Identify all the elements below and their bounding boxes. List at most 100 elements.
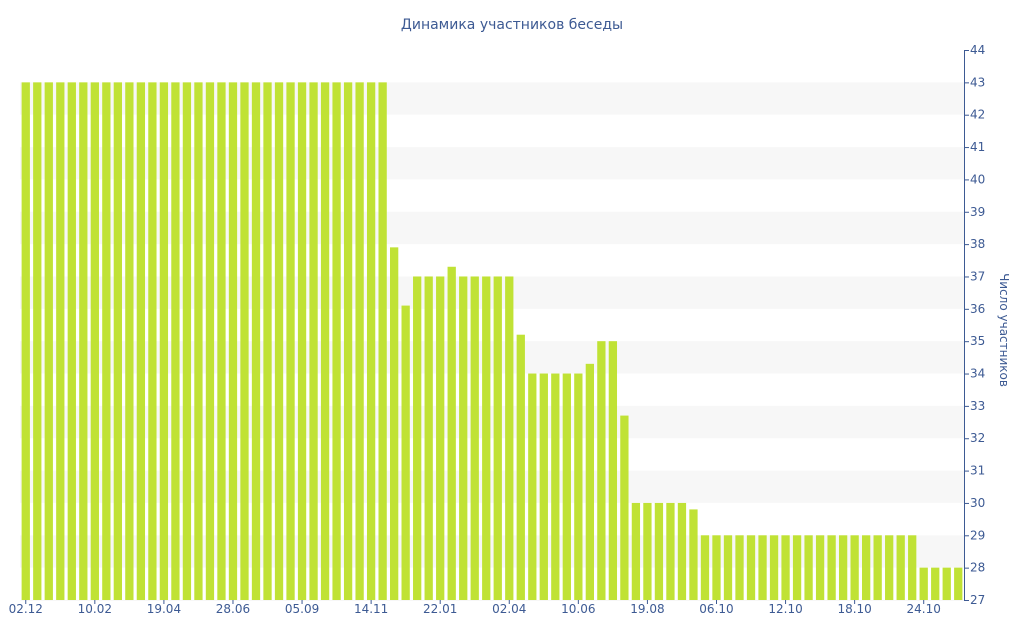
bar[interactable]: [781, 535, 790, 600]
bar[interactable]: [332, 82, 341, 600]
x-tick-label: 02.12: [9, 602, 43, 616]
y-tick-label: 34: [970, 367, 985, 381]
bar[interactable]: [148, 82, 157, 600]
bar[interactable]: [297, 82, 307, 600]
bar[interactable]: [447, 266, 456, 600]
y-tick-label: 41: [970, 140, 985, 154]
y-tick-label: 28: [970, 561, 985, 575]
bar[interactable]: [516, 334, 525, 600]
bar[interactable]: [815, 535, 825, 600]
bar[interactable]: [689, 509, 698, 600]
bar[interactable]: [723, 535, 733, 600]
bar[interactable]: [931, 567, 940, 600]
bar[interactable]: [286, 82, 295, 600]
x-tick-label: 02.04: [492, 602, 526, 616]
bar[interactable]: [746, 535, 756, 600]
bar[interactable]: [804, 535, 813, 600]
bar[interactable]: [436, 276, 445, 600]
bar[interactable]: [113, 82, 122, 600]
bar[interactable]: [769, 535, 779, 600]
bar[interactable]: [850, 535, 859, 600]
bar[interactable]: [643, 502, 652, 600]
bar[interactable]: [459, 276, 468, 600]
bar[interactable]: [228, 82, 238, 600]
y-ticks: 27 28 29 30 31 32 33 34 35 36 37 38 39 40 41 42 43 44: [964, 43, 985, 607]
bar[interactable]: [677, 502, 687, 600]
bar[interactable]: [528, 373, 537, 600]
y-tick-label: 31: [970, 464, 985, 478]
bar[interactable]: [666, 502, 675, 600]
bar[interactable]: [366, 82, 376, 600]
bar[interactable]: [482, 276, 491, 600]
x-tick-label: 14.11: [354, 602, 388, 616]
bar[interactable]: [620, 415, 629, 600]
bar[interactable]: [240, 82, 249, 600]
bar[interactable]: [320, 82, 330, 600]
bar[interactable]: [873, 535, 882, 600]
bar[interactable]: [896, 535, 905, 600]
bar[interactable]: [539, 373, 548, 600]
bar[interactable]: [827, 535, 836, 600]
bar[interactable]: [102, 82, 111, 600]
bar[interactable]: [792, 535, 802, 600]
bar[interactable]: [919, 567, 928, 600]
bar[interactable]: [654, 502, 664, 600]
bar[interactable]: [79, 82, 88, 600]
bar[interactable]: [574, 373, 583, 600]
bar[interactable]: [838, 535, 848, 600]
bar[interactable]: [21, 82, 30, 600]
bar[interactable]: [136, 82, 146, 600]
bar[interactable]: [44, 82, 53, 600]
bar[interactable]: [90, 82, 99, 600]
bar[interactable]: [125, 82, 134, 600]
bar[interactable]: [378, 82, 387, 600]
bar[interactable]: [390, 247, 399, 600]
y-tick-label: 44: [970, 43, 985, 57]
x-tick-label: 18.10: [837, 602, 871, 616]
bar[interactable]: [159, 82, 169, 600]
x-tick-label: 05.09: [285, 602, 319, 616]
bar[interactable]: [954, 567, 963, 600]
bar[interactable]: [585, 363, 594, 600]
bar[interactable]: [205, 82, 215, 600]
bar[interactable]: [309, 82, 318, 600]
x-tick-label: 10.02: [78, 602, 112, 616]
bar[interactable]: [758, 535, 767, 600]
bar[interactable]: [263, 82, 272, 600]
bar[interactable]: [505, 276, 514, 600]
bar[interactable]: [712, 535, 721, 600]
bar[interactable]: [608, 341, 618, 600]
x-tick-label: 12.10: [768, 602, 802, 616]
bar[interactable]: [182, 82, 192, 600]
bar[interactable]: [551, 373, 560, 600]
bar[interactable]: [735, 535, 744, 600]
bar[interactable]: [274, 82, 284, 600]
bar[interactable]: [885, 535, 894, 600]
bar[interactable]: [194, 82, 203, 600]
y-tick-label: 38: [970, 237, 985, 251]
bar[interactable]: [355, 82, 364, 600]
bar[interactable]: [597, 341, 606, 600]
bar[interactable]: [171, 82, 180, 600]
y-tick-label: 39: [970, 205, 985, 219]
bar[interactable]: [562, 373, 571, 600]
bar[interactable]: [33, 82, 42, 600]
bar[interactable]: [942, 567, 951, 600]
bar[interactable]: [493, 276, 502, 600]
bar[interactable]: [908, 535, 917, 600]
bar[interactable]: [67, 82, 76, 600]
bar[interactable]: [862, 535, 871, 600]
bar[interactable]: [424, 276, 433, 600]
bar[interactable]: [343, 82, 353, 600]
bar[interactable]: [413, 276, 422, 600]
bar[interactable]: [470, 276, 479, 600]
bar[interactable]: [56, 82, 65, 600]
x-tick-label: 19.08: [630, 602, 664, 616]
bars: [21, 82, 963, 600]
bar[interactable]: [251, 82, 261, 600]
bar[interactable]: [631, 502, 641, 600]
bar[interactable]: [700, 535, 710, 600]
bar[interactable]: [401, 305, 410, 600]
bar[interactable]: [217, 82, 226, 600]
